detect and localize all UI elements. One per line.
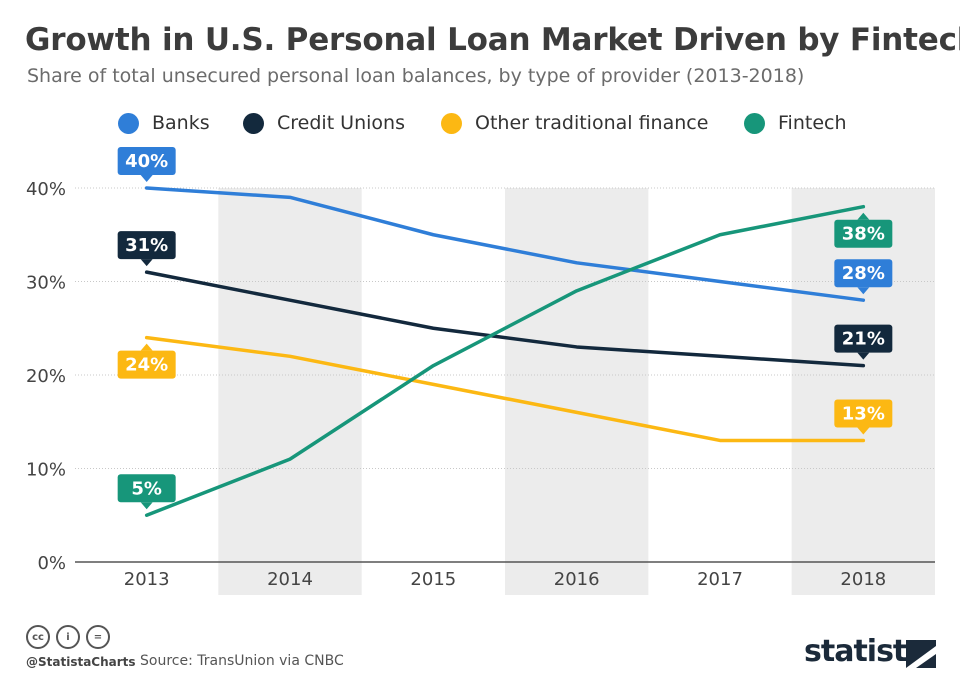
y-tick-label: 0% bbox=[37, 553, 66, 574]
x-tick-label: 2015 bbox=[410, 569, 456, 590]
data-label-start-banks-box bbox=[117, 147, 176, 175]
data-label-start-fintech-pointer bbox=[140, 502, 153, 510]
data-label-start-banks: 40% bbox=[117, 147, 176, 182]
data-label-end-credit-unions: 21% bbox=[834, 324, 893, 360]
chart-title: Growth in U.S. Personal Loan Market Driv… bbox=[25, 22, 960, 58]
series-line-banks bbox=[144, 186, 866, 302]
band-2014 bbox=[218, 188, 362, 595]
data-label-end-fintech-text: 38% bbox=[842, 224, 885, 245]
data-label-start-fintech: 5% bbox=[117, 474, 176, 510]
data-label-end-banks-text: 28% bbox=[842, 263, 885, 284]
y-tick-label: 20% bbox=[26, 366, 66, 387]
data-label-end-fintech: 38% bbox=[834, 212, 893, 248]
nd-icon: = bbox=[86, 625, 110, 649]
data-label-start-credit-unions-pointer bbox=[140, 259, 153, 267]
legend-label-banks: Banks bbox=[152, 112, 210, 134]
band-2018 bbox=[791, 188, 935, 595]
source-note: Source: TransUnion via CNBC bbox=[140, 653, 344, 669]
data-label-end-other-traditional-finance: 13% bbox=[834, 399, 893, 435]
statista-logo-icon bbox=[906, 640, 936, 668]
data-label-end-credit-unions-box bbox=[834, 324, 893, 353]
legend: Banks Credit Unions Other traditional fi… bbox=[0, 108, 960, 138]
data-label-start-other-traditional-finance-pointer bbox=[140, 343, 153, 351]
by-icon: i bbox=[56, 625, 80, 649]
legend-item-credit-unions: Credit Unions bbox=[243, 108, 405, 138]
x-tick-label: 2016 bbox=[554, 569, 600, 590]
legend-label-credit-unions: Credit Unions bbox=[277, 112, 405, 134]
legend-label-other-traditional-finance: Other traditional finance bbox=[475, 112, 709, 134]
data-label-start-credit-unions-text: 31% bbox=[125, 235, 168, 256]
series-line-credit-unions bbox=[144, 270, 866, 368]
series-line-fintech bbox=[144, 204, 866, 517]
x-tick-label: 2014 bbox=[267, 569, 313, 590]
data-label-end-other-traditional-finance-pointer bbox=[857, 427, 870, 435]
data-label-start-banks-pointer bbox=[140, 175, 153, 182]
license-icons: cc i = bbox=[26, 625, 110, 649]
data-label-end-banks-box bbox=[834, 259, 893, 288]
data-label-start-other-traditional-finance-box bbox=[117, 350, 176, 379]
twitter-handle: @StatistaCharts bbox=[26, 655, 136, 669]
legend-item-other-traditional-finance: Other traditional finance bbox=[441, 108, 708, 138]
x-tick-label: 2013 bbox=[124, 569, 170, 590]
data-label-end-banks: 28% bbox=[834, 259, 893, 295]
data-label-end-fintech-box bbox=[834, 219, 893, 248]
data-label-start-fintech-box bbox=[117, 474, 176, 503]
legend-item-banks: Banks bbox=[118, 108, 210, 138]
data-label-end-other-traditional-finance-text: 13% bbox=[842, 403, 885, 424]
data-label-end-banks-pointer bbox=[857, 287, 870, 295]
legend-swatch-banks bbox=[118, 112, 139, 134]
legend-swatch-fintech bbox=[744, 112, 765, 134]
data-label-end-credit-unions-text: 21% bbox=[842, 329, 885, 350]
data-label-start-credit-unions: 31% bbox=[117, 231, 176, 267]
data-label-start-other-traditional-finance: 24% bbox=[117, 343, 176, 379]
band-2016 bbox=[505, 188, 649, 595]
chart-subtitle: Share of total unsecured personal loan b… bbox=[27, 65, 805, 87]
legend-swatch-other-traditional-finance bbox=[441, 112, 462, 134]
cc-icon: cc bbox=[26, 625, 50, 649]
data-label-end-other-traditional-finance-box bbox=[834, 399, 893, 428]
x-tick-label: 2017 bbox=[697, 569, 743, 590]
data-label-start-credit-unions-box bbox=[117, 231, 176, 260]
data-label-start-banks-text: 40% bbox=[125, 151, 168, 172]
data-label-end-fintech-pointer bbox=[857, 212, 870, 220]
data-label-start-other-traditional-finance-text: 24% bbox=[125, 355, 168, 376]
x-tick-label: 2018 bbox=[840, 569, 886, 590]
series-line-other-traditional-finance bbox=[144, 335, 866, 443]
y-tick-label: 30% bbox=[26, 273, 66, 294]
data-label-end-credit-unions-pointer bbox=[857, 352, 870, 360]
legend-item-fintech: Fintech bbox=[744, 108, 847, 138]
data-label-start-fintech-text: 5% bbox=[131, 478, 162, 499]
y-tick-label: 10% bbox=[26, 460, 66, 481]
legend-swatch-credit-unions bbox=[243, 112, 264, 134]
legend-label-fintech: Fintech bbox=[778, 112, 847, 134]
y-tick-label: 40% bbox=[26, 179, 66, 200]
